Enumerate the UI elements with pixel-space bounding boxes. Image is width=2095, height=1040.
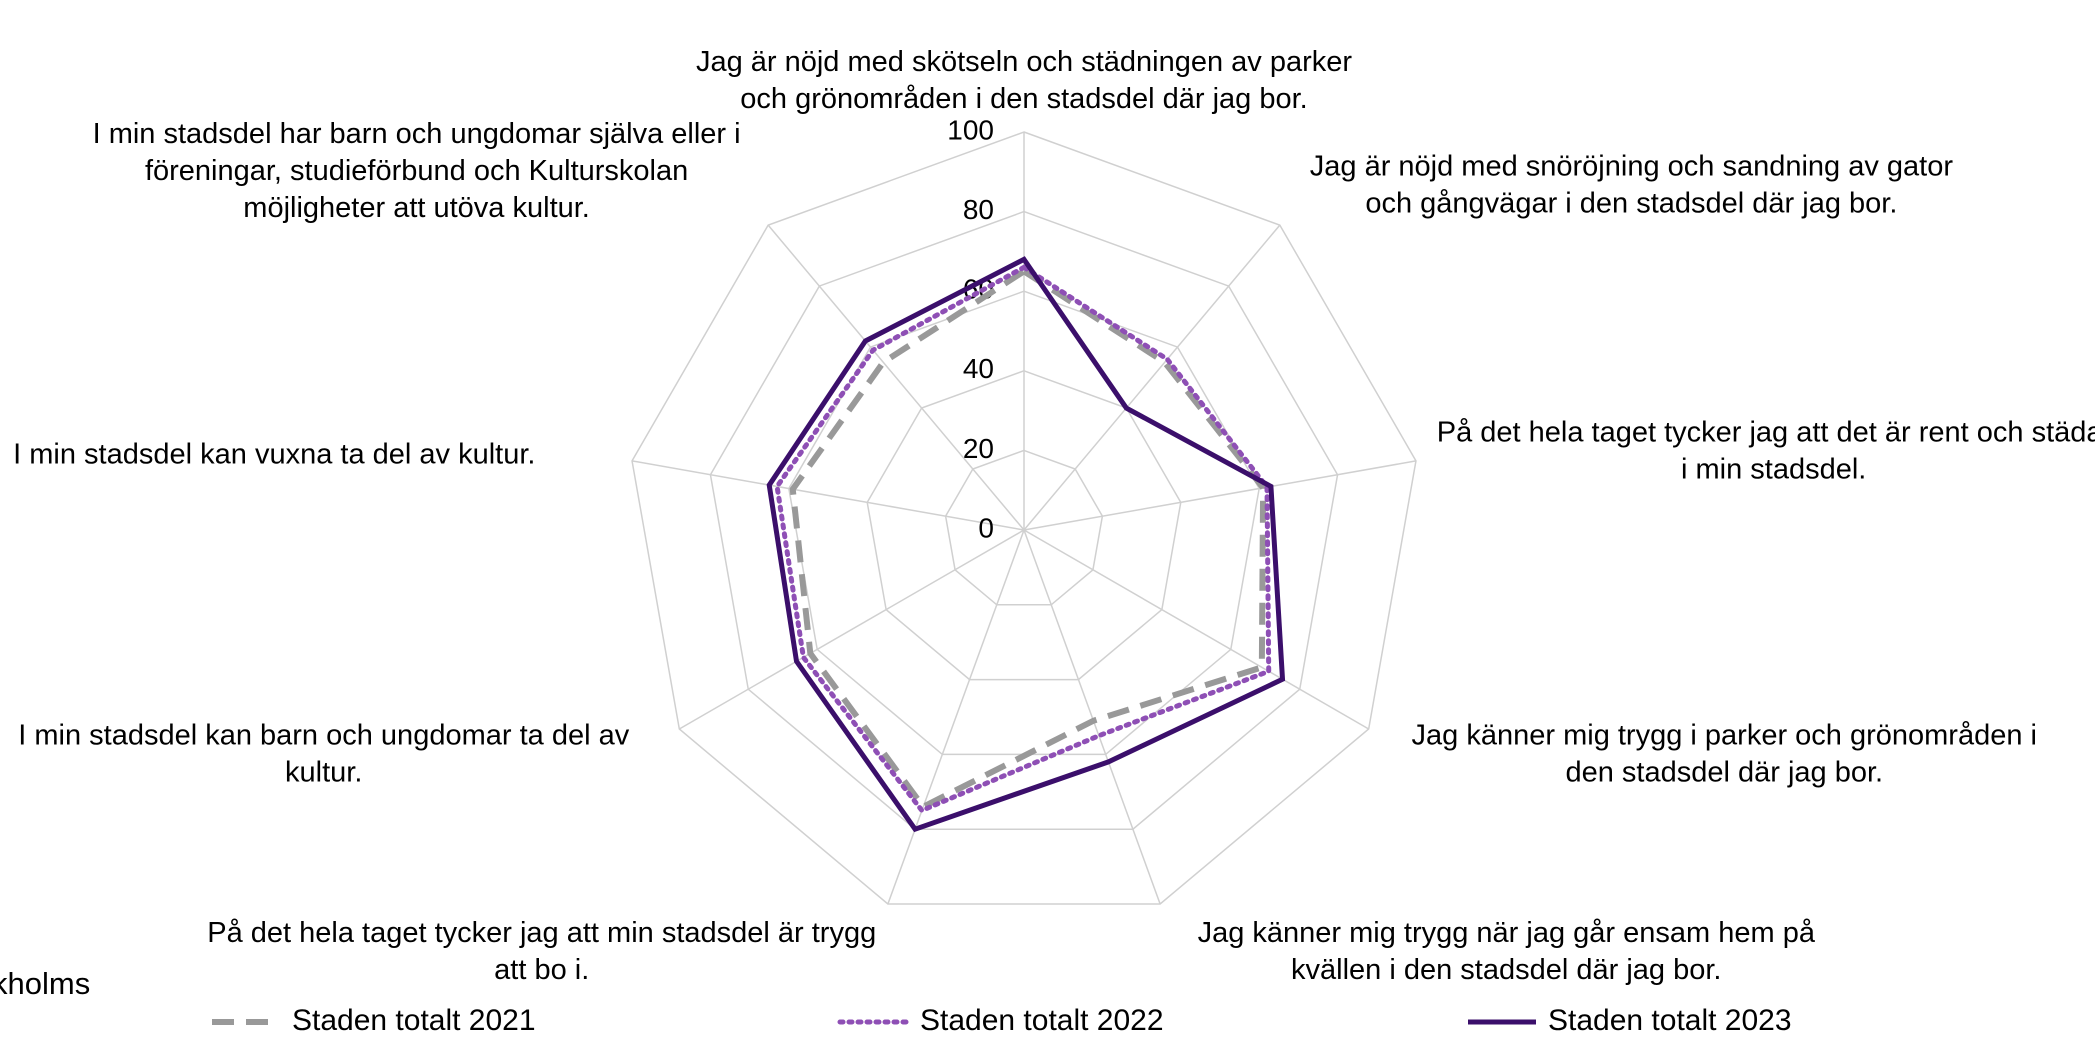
tick-label: 100 [947, 114, 994, 145]
grid-ring [631, 131, 1417, 905]
spoke [1023, 529, 1161, 905]
legend-label: Staden totalt 2022 [920, 1004, 1164, 1037]
category-label: På det hela taget tycker jag att min sta… [207, 916, 877, 986]
grid-ring [866, 370, 1182, 681]
grid-ring [944, 449, 1104, 606]
category-label: I min stadsdel kan barn och ungdomar ta … [18, 719, 630, 789]
series-line [774, 264, 1272, 814]
category-label: På det hela taget tycker jag att det är … [1436, 417, 2095, 487]
spoke [1023, 460, 1417, 531]
category-label: Jag är nöjd med snöröjning och sandning … [1309, 151, 1954, 221]
spoke [678, 529, 1025, 730]
spoke [887, 529, 1025, 905]
spoke [1023, 224, 1281, 531]
spoke [631, 460, 1025, 531]
category-label: I min stadsdel har barn och ungdomar sjä… [92, 118, 741, 225]
category-label: Jag känner mig trygg i parker och grönom… [1411, 719, 2037, 789]
tick-label: 40 [963, 353, 994, 384]
legend-label: Staden totalt 2023 [1548, 1004, 1792, 1037]
series-line [766, 256, 1286, 833]
annotation: kholms [0, 966, 90, 1001]
series-line [789, 267, 1267, 811]
tick-label: 20 [963, 433, 994, 464]
category-label: Jag är nöjd med skötseln och städningen … [695, 46, 1353, 115]
spoke [767, 224, 1025, 531]
tick-label: 0 [978, 512, 994, 543]
legend-label: Staden totalt 2021 [292, 1004, 536, 1037]
grid-ring [709, 210, 1339, 830]
spoke [1023, 529, 1370, 730]
tick-label: 80 [963, 194, 994, 225]
category-label: Jag känner mig trygg när jag går ensam h… [1197, 916, 1815, 986]
category-label: I min stadsdel kan vuxna ta del av kultu… [13, 438, 536, 471]
